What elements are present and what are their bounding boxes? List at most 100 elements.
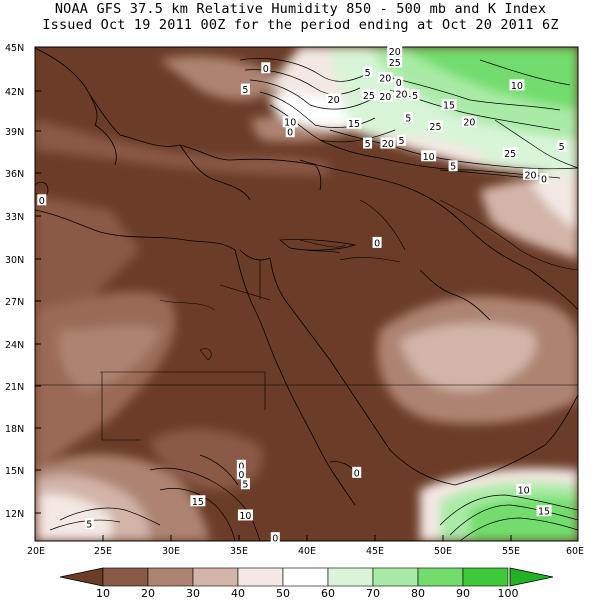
lat-label: 45N <box>5 43 24 54</box>
lat-label: 33N <box>5 212 24 223</box>
colorbar-box <box>327 567 374 587</box>
lat-label: 24N <box>5 340 24 351</box>
k-index-label: 0 <box>261 62 271 75</box>
k-index-value: 0 <box>238 470 244 481</box>
k-index-value: 0 <box>354 468 360 479</box>
k-index-label: 5 <box>363 66 373 79</box>
k-index-value: 15 <box>348 119 360 130</box>
colorbar-box <box>417 567 464 587</box>
humidity-field <box>35 47 578 541</box>
k-index-value: 25 <box>504 149 516 160</box>
k-index-label: 5 <box>397 134 407 147</box>
lat-label: 15N <box>5 466 24 477</box>
k-index-label: 0 <box>539 173 549 186</box>
colorbar-label: 50 <box>276 587 290 600</box>
lon-label: 55E <box>502 546 520 557</box>
lon-label: 30E <box>162 546 180 557</box>
k-index-label: 5 <box>240 478 250 491</box>
k-index-label: 5 <box>363 137 373 150</box>
k-index-label: 10 <box>282 116 298 129</box>
colorbar-label: 30 <box>186 587 200 600</box>
k-index-value: 5 <box>450 162 456 173</box>
k-index-value: 25 <box>389 58 401 69</box>
k-index-value: 0 <box>287 128 293 139</box>
k-index-value: 5 <box>559 142 565 153</box>
colorbar-label: 20 <box>141 587 155 600</box>
map-title-line1: NOAA GFS 37.5 km Relative Humidity 850 -… <box>54 1 547 17</box>
k-index-value: 0 <box>238 461 244 472</box>
k-index-value: 20 <box>389 47 401 58</box>
lon-label: 60E <box>566 546 584 557</box>
lat-label: 42N <box>5 87 24 98</box>
lat-label: 21N <box>5 382 24 393</box>
k-index-value: 25 <box>429 122 441 133</box>
k-index-label: 15 <box>346 117 362 130</box>
colorbar-box <box>282 567 329 587</box>
k-index-value: 20 <box>524 170 536 181</box>
colorbar-label: 90 <box>456 587 470 600</box>
k-index-label: 0 <box>352 466 362 479</box>
colorbar-label: 60 <box>321 587 335 600</box>
k-index-value: 20 <box>379 92 391 103</box>
k-index-label: 0 <box>270 532 280 545</box>
k-index-value: 10 <box>518 485 530 496</box>
k-index-value: 20 <box>395 89 407 100</box>
k-index-value: 0 <box>541 175 547 186</box>
k-index-label: 20 <box>377 72 393 85</box>
k-index-value: 5 <box>242 480 248 491</box>
k-index-value: 0 <box>39 196 45 207</box>
k-index-label: 15 <box>536 505 552 518</box>
k-index-label: 0 <box>394 76 404 89</box>
lon-label: 20E <box>27 546 45 557</box>
k-index-value: 25 <box>363 91 375 102</box>
colorbar-box <box>102 567 149 587</box>
colorbar-label: 10 <box>96 587 110 600</box>
k-index-label: 25 <box>387 56 403 69</box>
k-index-value: 10 <box>511 81 523 92</box>
colorbar-label: 70 <box>366 587 380 600</box>
colorbar-arrow-left <box>59 567 104 587</box>
k-index-value: 5 <box>365 68 371 79</box>
k-index-label: 20 <box>394 87 410 100</box>
k-index-value: 0 <box>396 78 402 89</box>
k-index-value: 20 <box>382 139 394 150</box>
k-index-label: 25 <box>427 120 443 133</box>
lat-label: 12N <box>5 509 24 520</box>
coastlines <box>35 47 578 506</box>
k-index-label: 15 <box>190 495 206 508</box>
k-index-label: 20 <box>461 116 477 129</box>
k-index-label: 0 <box>37 194 47 207</box>
k-index-label: 5 <box>557 140 567 153</box>
lat-label: 36N <box>5 169 24 180</box>
colorbar-box <box>147 567 194 587</box>
k-index-value: 0 <box>272 534 278 545</box>
lon-label: 25E <box>94 546 112 557</box>
map-title-line2: Issued Oct 19 2011 00Z for the period en… <box>42 17 559 33</box>
colorbar-label: 40 <box>231 587 245 600</box>
longitude-labels: 20E 25E 30E 35E 40E 45E 50E 55E 60E <box>27 546 584 557</box>
k-index-label: 20 <box>377 90 393 103</box>
k-index-contours <box>35 58 578 541</box>
k-index-label: 10 <box>509 79 525 92</box>
lon-label: 35E <box>230 546 248 557</box>
k-index-label: 20 <box>326 93 342 106</box>
k-index-value: 5 <box>405 113 411 124</box>
k-index-label: 20 <box>522 168 538 181</box>
colorbar-label: 100 <box>498 587 519 600</box>
k-index-label: 15 <box>441 99 457 112</box>
k-index-value: 0 <box>374 238 380 249</box>
k-index-value: 5 <box>365 139 371 150</box>
k-index-label: 5 <box>403 111 413 124</box>
k-index-value: 15 <box>538 507 550 518</box>
k-index-value: 5 <box>86 519 92 530</box>
k-index-value: 0 <box>263 64 269 75</box>
k-index-value: 5 <box>242 85 248 96</box>
colorbar-arrow-right <box>509 567 554 587</box>
k-index-label: 5 <box>84 517 94 530</box>
axis-ticks <box>35 46 512 541</box>
lat-label: 39N <box>5 127 24 138</box>
k-index-label: 5 <box>448 160 458 173</box>
k-index-value: 20 <box>328 95 340 106</box>
colorbar-label: 80 <box>411 587 425 600</box>
k-index-value: 20 <box>463 118 475 129</box>
